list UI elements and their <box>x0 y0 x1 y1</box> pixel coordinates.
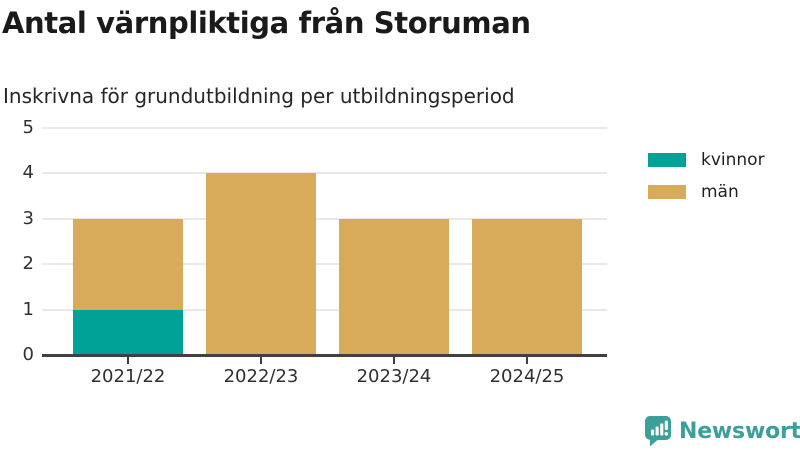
newsworthy-logo-link[interactable]: Newsworthy <box>644 415 800 447</box>
x-tick <box>127 357 129 364</box>
y-tick-label: 4 <box>22 162 34 184</box>
newsworthy-logo-text: Newsworthy <box>679 418 800 444</box>
gridline <box>42 127 607 129</box>
legend-swatch <box>648 153 686 167</box>
legend-label: män <box>701 182 739 202</box>
gridline <box>42 217 607 220</box>
y-tick-label: 1 <box>22 298 34 320</box>
chart-title: Antal värnpliktiga från Storuman <box>2 6 531 40</box>
chart-legend: kvinnor män <box>648 150 765 202</box>
x-tick <box>526 357 528 364</box>
chart-subtitle: Inskrivna för grundutbildning per utbild… <box>3 84 515 108</box>
legend-swatch <box>648 185 686 199</box>
legend-item: kvinnor <box>648 150 765 170</box>
legend-item: män <box>648 182 765 202</box>
x-tick <box>260 357 262 364</box>
gridline <box>42 172 607 175</box>
x-tick <box>393 357 395 364</box>
x-axis-line <box>42 354 607 357</box>
y-tick-label: 5 <box>22 117 34 138</box>
x-tick-label: 2022/23 <box>223 366 299 387</box>
x-tick-label: 2024/25 <box>489 366 565 387</box>
bar-segment <box>73 218 183 310</box>
bar-segment <box>206 173 316 355</box>
newsworthy-logo-icon <box>644 415 672 447</box>
gridline <box>42 263 607 266</box>
bar-segment <box>339 218 449 355</box>
x-tick-label: 2021/22 <box>90 366 166 387</box>
x-tick-label: 2023/24 <box>356 366 432 387</box>
legend-label: kvinnor <box>701 150 765 170</box>
y-tick-label: 0 <box>22 344 34 365</box>
gridline <box>42 308 607 311</box>
y-tick-label: 3 <box>22 207 34 229</box>
y-tick-label: 2 <box>22 253 34 275</box>
bar-segment <box>472 218 582 355</box>
bar-segment <box>73 309 183 355</box>
